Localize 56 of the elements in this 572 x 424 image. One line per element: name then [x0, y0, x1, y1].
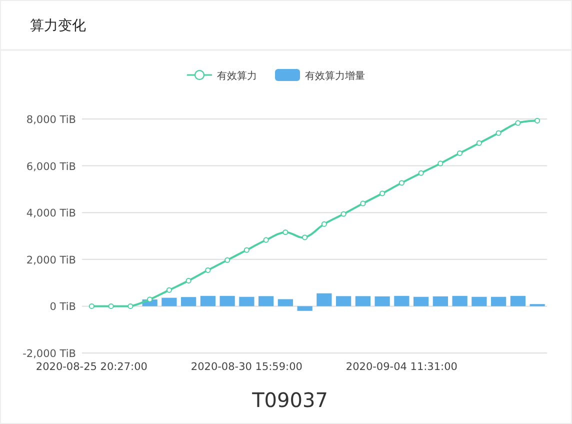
bar [220, 296, 235, 306]
point [186, 278, 192, 284]
point [166, 287, 172, 293]
y-tick-label: 4,000 TiB [26, 208, 76, 220]
point [418, 170, 424, 176]
point [438, 160, 444, 166]
bar [162, 298, 177, 306]
bar [297, 306, 312, 311]
point [515, 120, 521, 126]
y-tick-label: 6,000 TiB [26, 160, 76, 173]
y-tick-label: 0 TiB [50, 301, 76, 314]
bar [394, 296, 410, 306]
bar [414, 296, 429, 306]
point [340, 211, 346, 217]
text: T09037 [251, 388, 328, 412]
point [224, 257, 230, 263]
point [496, 130, 502, 136]
legend-label: 有效算力增量 [305, 70, 365, 82]
bar [336, 296, 352, 306]
bar [510, 296, 526, 306]
point [302, 234, 308, 240]
bar [432, 296, 448, 306]
point [108, 303, 114, 309]
point [263, 237, 269, 243]
bar [181, 297, 196, 306]
point [398, 180, 404, 186]
x-tick-label: 2020-09-04 11:31:00 [346, 361, 458, 373]
point [244, 247, 250, 253]
point [147, 296, 153, 302]
legend-label: 有效算力 [217, 70, 257, 82]
bar [472, 296, 487, 306]
bar [258, 296, 274, 306]
point [282, 229, 288, 236]
bar [200, 296, 216, 306]
bar [239, 296, 254, 306]
bar [278, 299, 293, 306]
x-tick-label: 2020-08-25 20:27:00 [36, 361, 148, 373]
chart-title: 算力变化 [30, 18, 86, 34]
bar [374, 296, 390, 306]
bar [452, 296, 468, 306]
x-tick-label: 2020-08-30 15:59:00 [190, 361, 302, 373]
y-tick-label: 2,000 TiB [26, 254, 76, 266]
point [380, 190, 386, 196]
y-tick-label: 8,000 TiB [26, 114, 76, 126]
point [88, 303, 94, 309]
bar [491, 296, 506, 306]
y-tick-label: -2,000 TiB [22, 348, 76, 360]
point [476, 140, 482, 146]
bar [316, 293, 332, 306]
point [534, 118, 540, 124]
bar [355, 296, 370, 306]
point [205, 267, 211, 273]
point [321, 221, 327, 227]
point [457, 150, 463, 156]
point [360, 200, 366, 206]
point [128, 303, 134, 309]
